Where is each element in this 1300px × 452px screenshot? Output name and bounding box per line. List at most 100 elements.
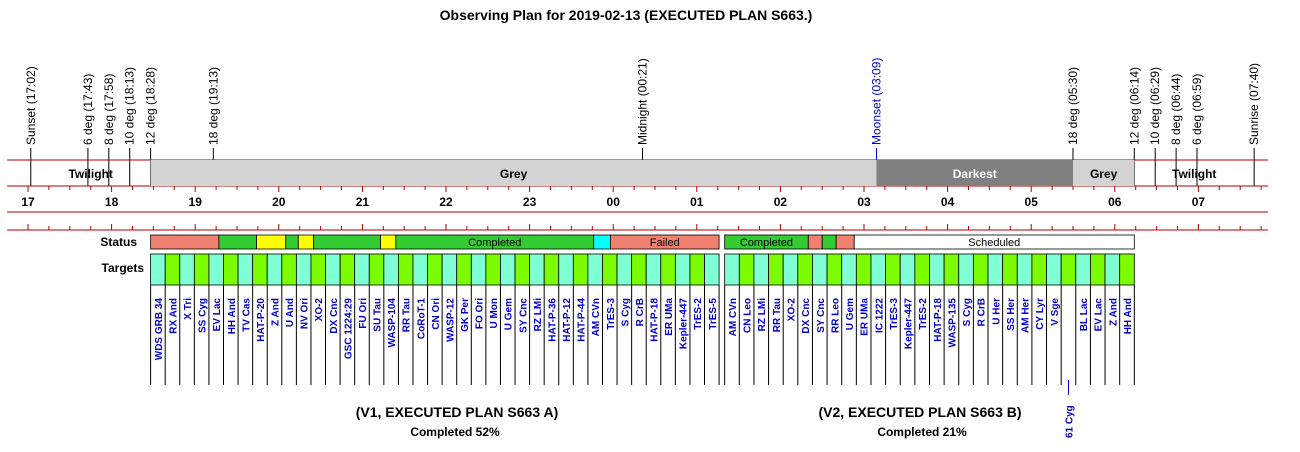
target-block-v2 [1119,253,1135,286]
target-block-v2 [1060,253,1077,286]
target-name: HAT-P-44 [577,298,588,342]
status-segment-partial [256,234,287,250]
status-row: Completed Failed Completed Scheduled [150,234,1135,250]
target-name: RR Leo [830,298,841,333]
target-block-v1 [631,253,647,286]
target-name: Kepler-447 [904,298,915,350]
hour-label: 18 [105,195,119,209]
target-block-v2 [1104,253,1121,286]
target-block-v1 [674,253,691,286]
target-block-v2 [855,253,872,286]
target-name: AM Her [1021,298,1032,333]
target-name: U And [285,298,296,327]
target-block-v1 [660,253,676,286]
target-name: TrES-5 [708,298,719,330]
target-name: HAT-P-18 [649,298,660,342]
status-segment-partial [297,234,315,250]
hour-label: 19 [189,195,203,209]
target-name: ER UMa [664,298,675,336]
target-name: FO Ori [475,298,486,329]
hour-label: 05 [1025,195,1039,209]
plan-v2-title: (V2, EXECUTED PLAN S663 B) [818,404,1021,420]
target-name: RX And [168,298,179,334]
targets-row-label: Targets [102,261,145,275]
target-name: XO-2 [787,298,798,322]
target-name: U Gem [845,298,856,330]
target-name: R CrB [977,298,988,326]
target-name: TrES-2 [693,298,704,330]
status-segment-failed [807,234,823,250]
hour-label: 04 [941,195,955,209]
target-block-v2 [1090,253,1106,286]
target-block-v1 [295,253,312,286]
target-name: AM CVn [591,298,602,336]
target-name: SY Cnc [518,298,529,333]
event-label-sunset-17-02: Sunset (17:02) [24,66,38,145]
target-block-v1 [616,253,633,286]
target-block-v2 [1075,253,1091,286]
hour-label: 17 [21,195,35,209]
target-block-v1 [223,253,239,286]
target-name: RZ LMi [757,298,768,332]
target-name: NV Ori [300,298,311,329]
status-segment-failed [610,234,720,250]
target-name: EV Lac [212,298,223,332]
target-block-v1 [704,253,720,286]
target-block-v1 [208,253,224,286]
target-name: HH And [227,298,238,334]
plan-v2-completed: Completed 21% [877,425,967,439]
target-name: HH And [1123,298,1134,334]
target-block-v2 [972,253,989,286]
target-name: TrES-2 [918,298,929,330]
status-segment-completed [313,234,381,250]
status-row-label: Status [100,235,137,249]
status-segment-active [593,234,611,250]
target-name: XO-2 [314,298,325,322]
target-block-v2 [1031,253,1047,286]
target-name: HAT-P-12 [562,298,573,342]
target-name: CN Leo [743,298,754,333]
target-block-v1 [368,253,385,286]
target-name: V Sge [1050,298,1061,326]
sky-band-label: Grey [1090,167,1118,181]
event-label-12-deg-18-28: 12 deg (18:28) [144,67,158,145]
hour-label: 21 [356,195,370,209]
hour-label: 01 [690,195,704,209]
target-block-v1 [193,253,210,286]
target-block-v1 [164,253,181,286]
target-block-v1 [572,253,589,286]
target-name: TrES-3 [606,298,617,330]
sky-band-label: Twilight [1172,167,1216,181]
target-block-v1 [325,253,341,286]
target-name: GK Per [460,298,471,332]
target-block-v1 [252,253,268,286]
target-block-v2 [1016,253,1033,286]
target-name: EV Lac [1094,298,1105,332]
event-label-moonset-03-09: Moonset (03:09) [870,58,884,145]
target-block-v1 [514,253,530,286]
target-name: CN Ori [431,298,442,330]
target-block-v1 [587,253,603,286]
target-name: RZ LMi [533,298,544,332]
target-name: RR Tau [772,298,783,332]
target-name: HAT-P-18 [933,298,944,342]
status-segment-completed [285,234,299,250]
target-block-v1 [470,253,487,286]
target-name: Kepler-447 [679,298,690,350]
target-block-v1 [266,253,283,286]
hour-label: 20 [272,195,286,209]
event-label-18-deg-19-13: 18 deg (19:13) [206,67,220,145]
target-block-v1 [529,253,545,286]
plan-v1-title: (V1, EXECUTED PLAN S663 A) [356,404,559,420]
target-name: R CrB [635,298,646,326]
chart-title: Observing Plan for 2019-02-13 (EXECUTED … [440,7,813,23]
twilight-events: Sunset (17:02) 6 deg (17:43) 8 deg (17:58)… [24,58,1261,186]
target-block-v1 [543,253,560,286]
target-name: WASP-104 [387,298,398,348]
sky-condition-bands: Twilight Grey Darkest Grey Twilight [68,160,1216,186]
target-block-v1 [412,253,428,286]
target-name: S Cyg [962,298,973,326]
hour-label: 00 [607,195,621,209]
target-block-v2 [753,253,769,286]
